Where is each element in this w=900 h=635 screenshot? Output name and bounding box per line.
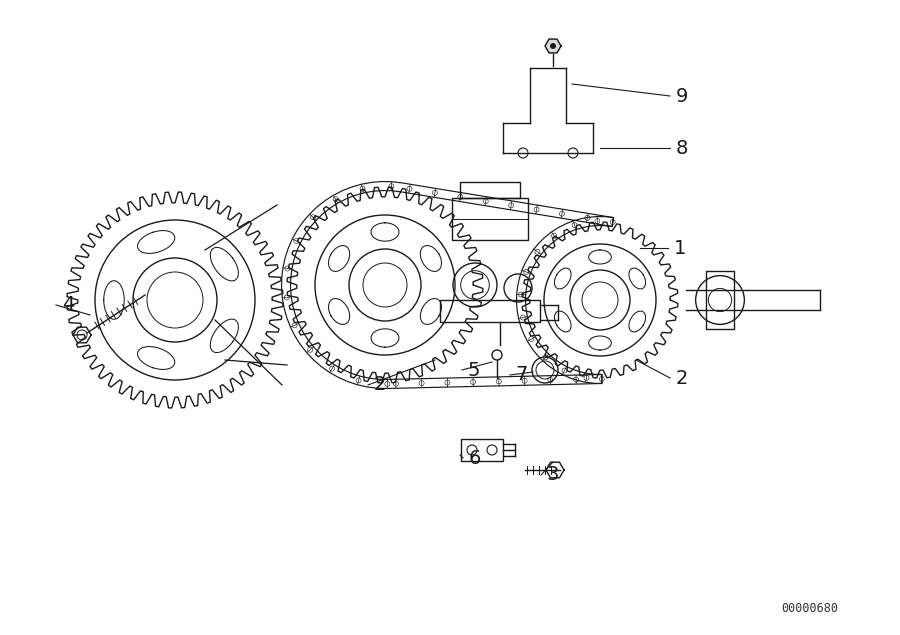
Text: 2: 2 bbox=[374, 375, 386, 394]
Circle shape bbox=[407, 186, 412, 191]
Text: 4: 4 bbox=[62, 295, 74, 314]
Circle shape bbox=[284, 295, 289, 300]
Circle shape bbox=[292, 323, 297, 328]
Bar bbox=[440, 300, 540, 322]
Circle shape bbox=[534, 207, 539, 212]
Circle shape bbox=[550, 43, 556, 49]
Circle shape bbox=[535, 250, 540, 254]
Circle shape bbox=[432, 190, 437, 196]
Circle shape bbox=[293, 239, 299, 243]
Circle shape bbox=[524, 269, 528, 274]
Circle shape bbox=[543, 355, 548, 360]
Circle shape bbox=[483, 199, 488, 204]
Text: 6: 6 bbox=[469, 448, 482, 467]
Circle shape bbox=[497, 379, 501, 384]
Bar bbox=[706, 271, 734, 329]
Text: 1: 1 bbox=[674, 239, 686, 258]
Circle shape bbox=[458, 194, 463, 199]
Text: 2: 2 bbox=[676, 368, 688, 387]
Circle shape bbox=[548, 378, 553, 383]
Circle shape bbox=[285, 266, 290, 271]
Circle shape bbox=[329, 366, 335, 371]
Polygon shape bbox=[545, 39, 561, 53]
Text: 9: 9 bbox=[676, 86, 688, 105]
Circle shape bbox=[562, 368, 567, 373]
Text: 5: 5 bbox=[468, 361, 481, 380]
Circle shape bbox=[419, 380, 424, 385]
Bar bbox=[460, 182, 520, 198]
Circle shape bbox=[584, 375, 589, 380]
Text: 8: 8 bbox=[676, 138, 688, 157]
Circle shape bbox=[308, 347, 312, 352]
Text: 7: 7 bbox=[516, 366, 528, 385]
Circle shape bbox=[573, 377, 579, 382]
Circle shape bbox=[310, 215, 315, 220]
Bar bbox=[461, 439, 503, 461]
Circle shape bbox=[385, 382, 390, 387]
Circle shape bbox=[520, 315, 526, 320]
Circle shape bbox=[522, 378, 527, 384]
Circle shape bbox=[585, 215, 590, 220]
Circle shape bbox=[552, 233, 556, 238]
Circle shape bbox=[560, 211, 564, 216]
Circle shape bbox=[508, 203, 514, 208]
Circle shape bbox=[471, 380, 475, 384]
Circle shape bbox=[360, 186, 365, 191]
Text: 00000680: 00000680 bbox=[781, 601, 839, 615]
Bar bbox=[452, 198, 528, 240]
Circle shape bbox=[518, 292, 524, 297]
Circle shape bbox=[389, 184, 394, 189]
Text: 3: 3 bbox=[547, 465, 559, 485]
Circle shape bbox=[610, 220, 616, 225]
Circle shape bbox=[529, 337, 534, 342]
Circle shape bbox=[393, 381, 399, 386]
Circle shape bbox=[333, 197, 338, 202]
Circle shape bbox=[599, 377, 604, 382]
Circle shape bbox=[572, 223, 577, 228]
Circle shape bbox=[356, 378, 361, 383]
Circle shape bbox=[595, 218, 600, 224]
Circle shape bbox=[445, 380, 450, 385]
